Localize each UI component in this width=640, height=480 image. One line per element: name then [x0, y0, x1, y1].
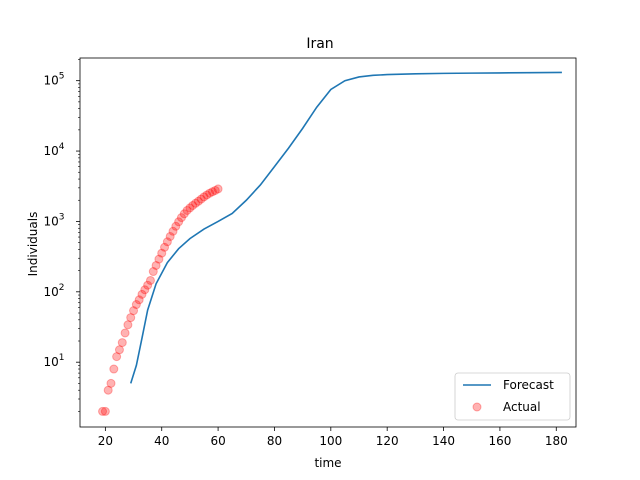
data-point-actual	[199, 192, 209, 202]
data-point-actual	[98, 406, 108, 416]
data-point-actual	[168, 226, 178, 236]
x-tick-label: 120	[376, 434, 399, 448]
y-tick-exponent: 3	[59, 212, 65, 222]
data-point-actual	[103, 385, 113, 395]
data-point-actual	[129, 306, 139, 316]
data-point-actual	[202, 190, 212, 200]
data-point-actual	[112, 352, 122, 362]
data-point-actual	[165, 231, 175, 241]
data-point-actual	[120, 328, 130, 338]
x-tick-label: 20	[98, 434, 113, 448]
data-point-actual	[126, 313, 136, 323]
data-point-actual	[210, 185, 220, 195]
data-point-actual	[106, 378, 116, 388]
y-tick-exponent: 1	[59, 353, 65, 363]
data-point-actual	[174, 217, 184, 227]
data-point-actual	[140, 285, 150, 295]
data-point-actual	[182, 205, 192, 215]
y-tick-exponent: 4	[59, 142, 65, 152]
y-tick-base: 10	[43, 355, 58, 369]
data-point-actual	[213, 184, 223, 194]
legend-label: Actual	[503, 400, 541, 414]
data-point-actual	[137, 289, 147, 299]
y-axis-label: Individuals	[26, 212, 40, 277]
data-point-actual	[145, 275, 155, 285]
y-tick-label: 104	[43, 142, 64, 158]
plot-area: 20 40 60 80 100 120 140 160 180101102103104105Fo…	[43, 57, 577, 448]
data-point-actual	[131, 300, 141, 310]
y-tick-label: 103	[43, 212, 64, 228]
y-tick-exponent: 5	[59, 72, 65, 82]
plot-frame	[79, 57, 577, 428]
data-point-actual	[157, 248, 167, 258]
y-tick-label: 105	[43, 72, 64, 88]
data-point-actual	[188, 200, 198, 210]
data-point-actual	[114, 345, 124, 355]
data-point-actual	[176, 213, 186, 223]
data-point-actual	[109, 364, 119, 374]
data-point-actual	[205, 188, 215, 198]
data-point-actual	[185, 203, 195, 213]
data-point-actual	[196, 194, 206, 204]
y-tick-base: 10	[43, 74, 58, 88]
data-point-actual	[117, 338, 127, 348]
y-tick-base: 10	[43, 214, 58, 228]
data-point-actual	[100, 406, 110, 416]
data-point-actual	[162, 237, 172, 247]
x-tick-label: 40	[154, 434, 169, 448]
legend-label: Forecast	[503, 378, 554, 392]
data-point-actual	[191, 198, 201, 208]
data-point-actual	[151, 260, 161, 270]
data-point-actual	[154, 254, 164, 264]
data-point-actual	[123, 320, 133, 330]
x-tick-label: 160	[488, 434, 511, 448]
data-point-actual	[143, 280, 153, 290]
chart-title: Iran	[306, 36, 333, 52]
data-point-actual	[179, 209, 189, 219]
data-point-actual	[171, 221, 181, 231]
legend-swatch-actual	[472, 402, 482, 412]
y-tick-label: 102	[43, 283, 64, 299]
data-point-actual	[134, 295, 144, 305]
series-line-forecast	[129, 71, 562, 384]
y-tick-base: 10	[43, 144, 58, 158]
x-tick-label: 140	[432, 434, 455, 448]
x-axis-label: time	[314, 456, 341, 470]
x-tick-label: 60	[210, 434, 225, 448]
x-tick-label: 180	[545, 434, 568, 448]
data-point-actual	[207, 187, 217, 197]
x-tick-label: 80	[267, 434, 282, 448]
data-point-actual	[148, 267, 158, 277]
x-tick-label: 100	[319, 434, 342, 448]
data-point-actual	[193, 196, 203, 206]
y-tick-base: 10	[43, 285, 58, 299]
data-point-actual	[160, 242, 170, 252]
y-tick-label: 101	[43, 353, 64, 369]
y-tick-exponent: 2	[59, 283, 65, 293]
